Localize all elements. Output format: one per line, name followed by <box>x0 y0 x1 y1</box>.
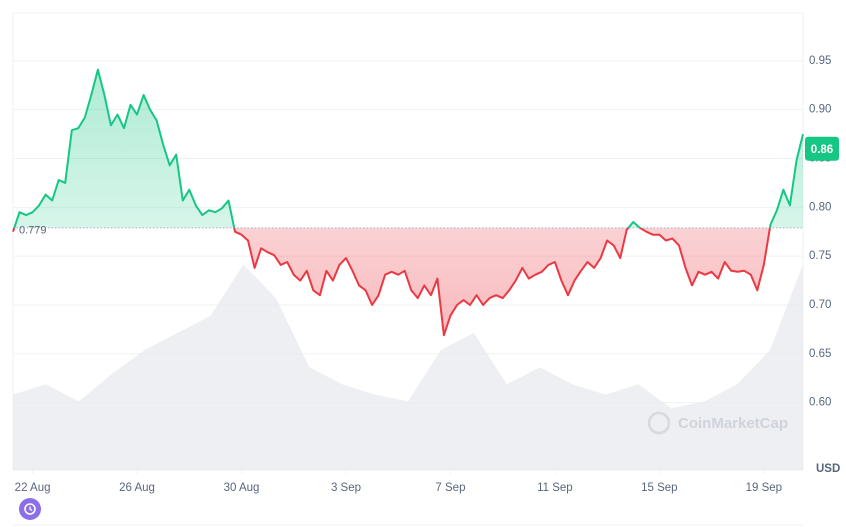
watermark-text: CoinMarketCap <box>678 415 788 432</box>
x-tick-label: 11 Sep <box>537 482 573 494</box>
x-tick-label: 15 Sep <box>641 482 677 494</box>
area-below <box>13 227 770 336</box>
x-tick-label: 30 Aug <box>224 482 260 494</box>
x-tick-label: 3 Sep <box>331 482 361 494</box>
history-icon <box>24 503 36 515</box>
volume-area <box>13 264 803 470</box>
x-tick-label: 19 Sep <box>746 482 782 494</box>
y-tick-label: 0.60 <box>809 397 831 409</box>
currency-label: USD <box>816 463 840 475</box>
x-tick-label: 22 Aug <box>15 482 51 494</box>
current-price-label: 0.86 <box>811 144 833 156</box>
current-price-badge <box>805 136 839 161</box>
y-tick-label: 0.75 <box>809 250 831 262</box>
y-tick-label: 0.95 <box>809 55 831 67</box>
x-tick-label: 7 Sep <box>435 482 465 494</box>
watermark-logo <box>647 411 671 435</box>
price-line-up <box>13 68 804 228</box>
baseline-label: 0.779 <box>19 225 47 237</box>
watermark: CoinMarketCap <box>647 411 788 435</box>
x-tick-label: 26 Aug <box>119 482 155 494</box>
y-tick-label: 0.70 <box>809 299 831 311</box>
y-tick-label: 0.90 <box>809 104 831 116</box>
history-icon-hand <box>29 506 33 512</box>
y-tick-label: 0.65 <box>809 348 831 360</box>
history-button[interactable] <box>19 498 41 520</box>
y-tick-label: 0.80 <box>809 201 831 213</box>
area-above <box>13 69 803 228</box>
price-line-down <box>12 227 771 337</box>
